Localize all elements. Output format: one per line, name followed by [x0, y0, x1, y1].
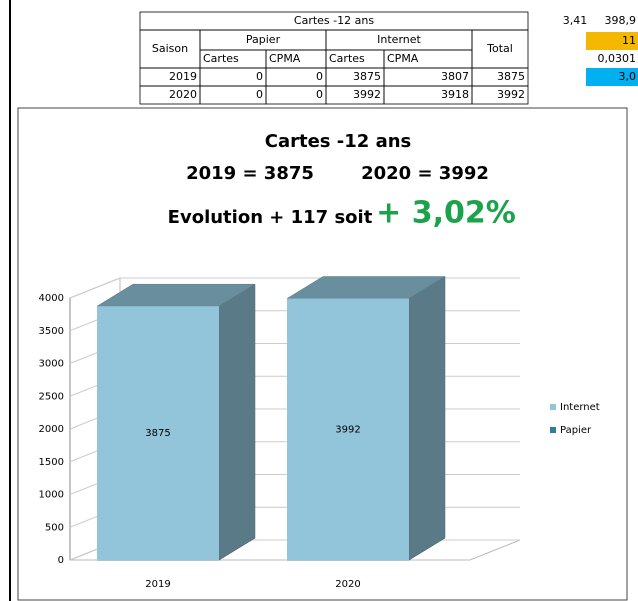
table-text: 11: [622, 34, 636, 47]
y-tick-label: 0: [58, 555, 64, 566]
legend-swatch: [550, 427, 556, 433]
table-text: 3992: [353, 88, 381, 101]
table-text: 3918: [441, 88, 469, 101]
table-text: CPMA: [387, 52, 419, 65]
chart-title: Cartes -12 ans: [265, 131, 412, 152]
y-tick-label: 3500: [39, 326, 64, 337]
annotation-highlight: + 3,02%: [376, 196, 516, 231]
table-text: 3875: [353, 70, 381, 83]
table-text: CPMA: [269, 52, 301, 65]
bar: [97, 306, 219, 560]
table-text: 0: [256, 70, 263, 83]
table-cell: [471, 85, 529, 105]
y-tick-label: 4000: [39, 293, 64, 304]
y-tick-label: 3000: [39, 359, 64, 370]
y-tick-label: 1000: [39, 490, 64, 501]
legend-swatch: [550, 404, 556, 410]
table-text: Cartes: [203, 52, 239, 65]
blue-cell: [586, 68, 638, 86]
annotation: Evolution + 117 soit: [168, 207, 373, 228]
table-text: 2019: [169, 70, 197, 83]
table-text: 3,41: [563, 14, 588, 27]
data-label: 3875: [145, 428, 170, 439]
y-tick-label: 2000: [39, 424, 64, 435]
table-text: 0,0301: [598, 52, 637, 65]
bar-side: [218, 283, 256, 561]
table-text: 3992: [497, 88, 525, 101]
table-text: Total: [486, 42, 513, 55]
x-tick-label: 2020: [335, 579, 360, 590]
table-text: 0: [316, 88, 323, 101]
table-text: Cartes: [329, 52, 365, 65]
subtitle: 2019 = 3875: [186, 163, 314, 184]
table-text: 3,0: [619, 70, 637, 83]
y-tick-label: 500: [45, 522, 64, 533]
table-text: Papier: [246, 33, 281, 46]
table-text: 0: [256, 88, 263, 101]
x-tick-label: 2019: [145, 579, 170, 590]
legend-label: Internet: [560, 402, 600, 413]
table-text: Cartes -12 ans: [294, 14, 374, 27]
table-text: 3875: [497, 70, 525, 83]
table-text: 2020: [169, 88, 197, 101]
orange-cell: [586, 32, 638, 50]
data-label: 3992: [335, 424, 360, 435]
bar-side: [408, 276, 446, 561]
table-text: 3807: [441, 70, 469, 83]
bar: [287, 298, 409, 560]
y-tick-label: 1500: [39, 457, 64, 468]
table-text: Saison: [152, 42, 188, 55]
y-tick-label: 2500: [39, 391, 64, 402]
table-text: 0: [316, 70, 323, 83]
table-text: 398,9: [605, 14, 637, 27]
subtitle: 2020 = 3992: [361, 163, 489, 184]
legend-label: Papier: [560, 425, 592, 436]
table-text: Internet: [377, 33, 421, 46]
